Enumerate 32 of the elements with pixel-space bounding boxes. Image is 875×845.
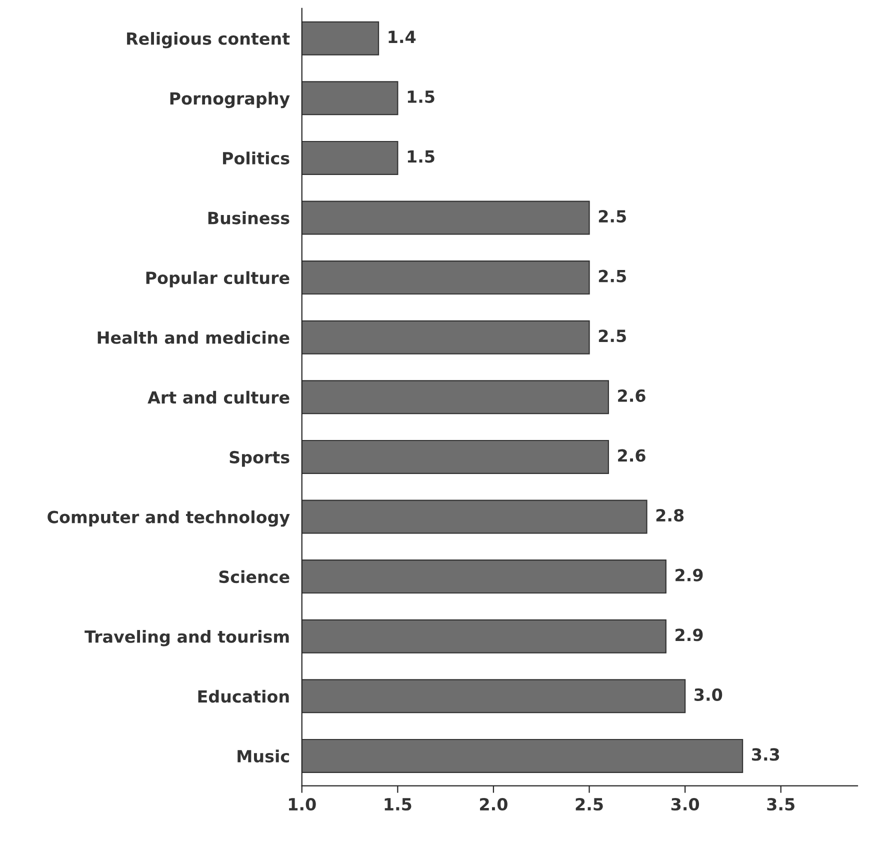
y-tick-label: Traveling and tourism [84, 630, 289, 646]
data-label: 3.0 [694, 688, 722, 701]
x-tick-label: 3.0 [671, 798, 700, 811]
y-tick-label: Politics [223, 152, 290, 165]
data-label: 2.5 [598, 330, 626, 342]
y-tick-label: Business [208, 211, 290, 224]
x-tick-label: 2.0 [480, 798, 508, 811]
y-tick-label: Art and culture [148, 390, 290, 404]
y-tick-label: Religious content [127, 32, 290, 48]
y-tick-label: Science [219, 570, 290, 584]
data-label: 2.8 [656, 508, 684, 522]
y-tick-label: Music [238, 750, 289, 763]
data-label: 2.6 [618, 449, 646, 462]
y-tick-label: Sports [230, 450, 290, 467]
data-label: 2.9 [676, 628, 703, 642]
data-label: 2.5 [598, 270, 626, 282]
data-label: 1.5 [408, 150, 434, 163]
y-tick-label: Popular culture [146, 271, 290, 288]
x-tick-label: 2.5 [576, 798, 603, 811]
data-label: 1.4 [388, 30, 416, 43]
data-label: 3.3 [752, 748, 780, 761]
y-tick-label: Health and medicine [98, 331, 290, 344]
x-tick-label: 1.5 [384, 798, 412, 811]
data-label: 2.6 [618, 389, 646, 402]
x-tick-label: 1.0 [288, 798, 316, 811]
y-tick-label: Education [198, 690, 289, 703]
data-label: 2.9 [676, 568, 703, 582]
data-label: 1.5 [408, 90, 434, 103]
data-label: 2.5 [598, 210, 626, 223]
x-tick-label: 3.5 [767, 798, 794, 811]
y-tick-label: Pornography [170, 92, 290, 108]
y-tick-label: Computer and technology [48, 510, 290, 527]
